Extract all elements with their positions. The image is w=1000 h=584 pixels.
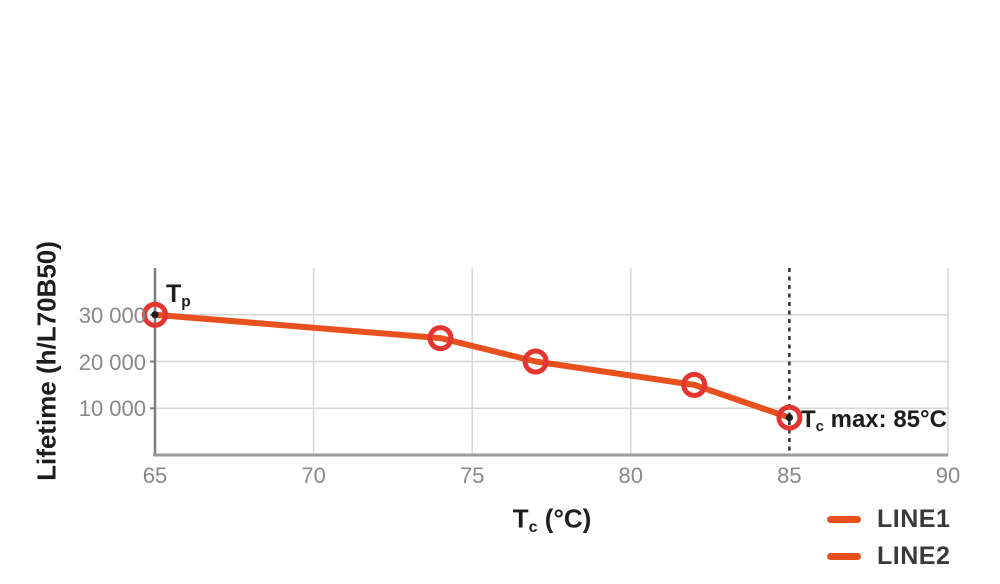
x-axis-title: Tc (°C) bbox=[513, 503, 592, 537]
y-tick-label-10000: 10 000 bbox=[78, 396, 146, 422]
data-point-dot bbox=[151, 311, 159, 319]
legend-item-line2: LINE2 bbox=[827, 542, 950, 570]
data-point-marker bbox=[522, 348, 549, 375]
line2-swatch-icon bbox=[827, 552, 861, 560]
line1-series-path bbox=[152, 311, 793, 421]
annotation-tc-max: Tc max: 85°C bbox=[801, 406, 947, 435]
x-tick-label-90: 90 bbox=[935, 463, 961, 488]
x-axis-title-subscript: c bbox=[528, 517, 538, 536]
data-point-marker bbox=[776, 404, 803, 431]
annotation-tc-max-subscript: c bbox=[815, 419, 824, 436]
data-point-dot bbox=[785, 414, 794, 422]
x-axis-title-unit: (°C) bbox=[537, 503, 592, 534]
legend-label-line1: LINE1 bbox=[877, 504, 951, 533]
data-point-marker bbox=[142, 301, 168, 328]
x-axis-title-main: T bbox=[512, 503, 529, 534]
legend-label-line2: LINE2 bbox=[877, 541, 951, 570]
x-tick-label-70: 70 bbox=[301, 463, 326, 488]
annotation-tc-max-rest: max: 85°C bbox=[823, 406, 947, 433]
legend: LINE1 LINE2 bbox=[827, 505, 950, 579]
legend-item-line1: LINE1 bbox=[827, 505, 950, 533]
y-tick-label-20000: 20 000 bbox=[78, 349, 146, 375]
annotation-tc-max-main: T bbox=[801, 406, 816, 433]
data-point-marker bbox=[681, 371, 708, 398]
annotation-tp-subscript: p bbox=[181, 293, 191, 311]
x-tick-label-75: 75 bbox=[459, 463, 485, 488]
x-tick-label-80: 80 bbox=[618, 463, 644, 488]
data-point-marker bbox=[427, 325, 454, 352]
annotation-tp: Tp bbox=[166, 280, 191, 311]
x-tick-label-85: 85 bbox=[777, 463, 802, 488]
y-tick-label-30000: 30 000 bbox=[78, 302, 146, 328]
annotation-tp-main: T bbox=[166, 280, 182, 308]
x-tick-label-65: 65 bbox=[142, 463, 168, 488]
line1-swatch-icon bbox=[827, 515, 861, 523]
